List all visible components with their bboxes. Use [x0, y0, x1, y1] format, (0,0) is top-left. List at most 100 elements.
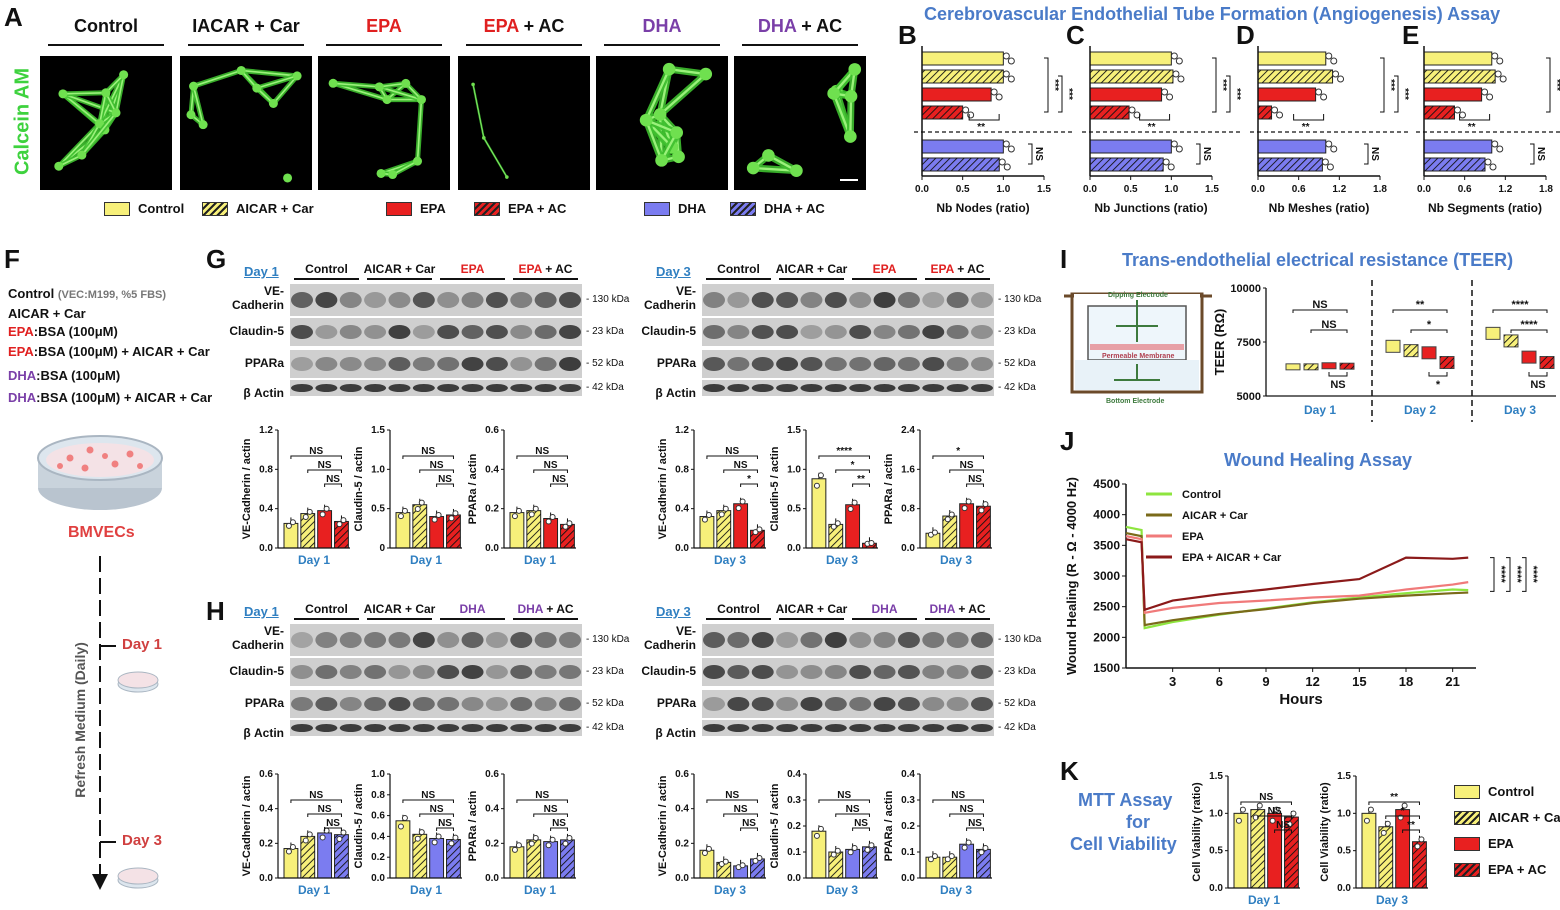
vessel-node [375, 82, 384, 91]
blot-band [559, 697, 581, 711]
vbar-point [533, 506, 538, 511]
vbar-point [529, 841, 534, 846]
vbar-point [814, 483, 819, 488]
blot-band [898, 665, 920, 679]
blot-header-part: DHA [460, 602, 486, 616]
vessel-node [762, 149, 775, 162]
blot-band [752, 724, 774, 732]
sig-label: ** [857, 474, 865, 485]
vbar-ytick-label: 0.0 [259, 543, 273, 554]
vessel-node [54, 162, 63, 171]
sig-label: ** [1468, 122, 1476, 133]
vessel-node [844, 130, 857, 143]
vbar-point [529, 512, 534, 517]
vessel-node [640, 114, 653, 127]
vbar-ytick-label: 0.6 [675, 769, 689, 780]
vessel-highlight [194, 70, 242, 86]
vbar-ylabel: Cell Viability (ratio) [1191, 782, 1203, 882]
panel-label-j: J [1060, 426, 1074, 457]
hbar-point [1003, 53, 1009, 59]
hbar-point [1321, 94, 1327, 100]
vbar-ytick-label: 0.0 [675, 543, 689, 554]
hbar-hatch-1 [922, 70, 1003, 83]
blot-header-line [440, 278, 505, 280]
vbar-point [533, 835, 538, 840]
sig-label: NS [1312, 299, 1327, 311]
f-line-part: EPA [8, 344, 34, 359]
blot-header-line [294, 278, 359, 280]
hbar-chart-E: 0.00.61.21.8Nb Segments (ratio)*********… [1416, 46, 1560, 215]
blot-band [922, 665, 944, 679]
sig-label: **** [836, 446, 852, 457]
blot-band [340, 292, 362, 308]
blot-band [922, 632, 944, 648]
hbar-point [1277, 112, 1283, 118]
hbar-point [1008, 146, 1014, 152]
sig-bracket [1546, 58, 1550, 112]
blot-band [703, 632, 725, 648]
blot-band [510, 384, 532, 392]
teer-box-hatch [1340, 363, 1354, 369]
hbar-0 [922, 52, 1003, 65]
sig-label: * [1401, 806, 1405, 817]
legend-label: EPA [1488, 836, 1514, 851]
vbar-xlabel: Day 3 [826, 553, 858, 567]
sig-label: ** [1148, 122, 1156, 133]
sig-label: NS [734, 804, 748, 815]
vbar-point [1415, 844, 1420, 849]
blot-band [727, 325, 749, 339]
teer-title: Trans-endothelial electrical resistance … [1122, 250, 1513, 271]
vbar-point [852, 845, 857, 850]
hbar-point [1500, 76, 1506, 82]
f-line-part: :BSA (100μM) + AICAR + Car [34, 344, 210, 359]
sig-label: NS [1033, 147, 1044, 161]
blot-header-part: EPA [519, 262, 542, 276]
legend-swatch [386, 202, 412, 216]
blot-band [510, 697, 532, 711]
blot-band [486, 357, 508, 371]
sig-label: **** [1527, 566, 1539, 584]
wound-series-1 [1126, 533, 1468, 625]
blot-band [874, 325, 896, 339]
vessel-node [670, 126, 683, 139]
vbar-point [1364, 818, 1369, 823]
blot-band [437, 632, 459, 648]
blot-band [727, 697, 749, 711]
blot-band [825, 384, 847, 392]
blot-band [535, 384, 557, 392]
teer-ytick-label: 5000 [1237, 391, 1261, 403]
vbar-point [516, 843, 521, 848]
legend-swatch [1454, 785, 1480, 799]
blot-band [291, 665, 313, 679]
blot-day-tag: Day 3 [656, 604, 691, 619]
vessel-highlight [473, 84, 484, 137]
blot-band [437, 357, 459, 371]
calcein-ylabel-wrap: Calcein AM [8, 60, 38, 190]
blot-header-part: DHA [929, 602, 955, 616]
sig-label: NS [535, 790, 549, 801]
vbar-xlabel: Day 3 [714, 883, 746, 897]
legend-label: DHA + AC [764, 201, 825, 216]
blot-header-line [294, 618, 359, 620]
vbar-ytick-label: 1.2 [675, 425, 689, 436]
a-header-part: DHA [643, 16, 682, 36]
vessel-node [471, 83, 475, 87]
sig-label: NS [968, 818, 982, 829]
blot-header-0: Control [702, 602, 775, 616]
vbar-point [563, 841, 568, 846]
blot-band [388, 357, 410, 371]
blot-band [413, 292, 435, 308]
blot-band [800, 292, 822, 308]
blot-band [388, 665, 410, 679]
hbar-point [1482, 89, 1488, 95]
vbar-ytick-label: 0.4 [485, 804, 499, 815]
hbar-tick-label: 0.0 [1251, 184, 1265, 195]
blot-band [922, 292, 944, 308]
vbar-point [1240, 807, 1245, 812]
